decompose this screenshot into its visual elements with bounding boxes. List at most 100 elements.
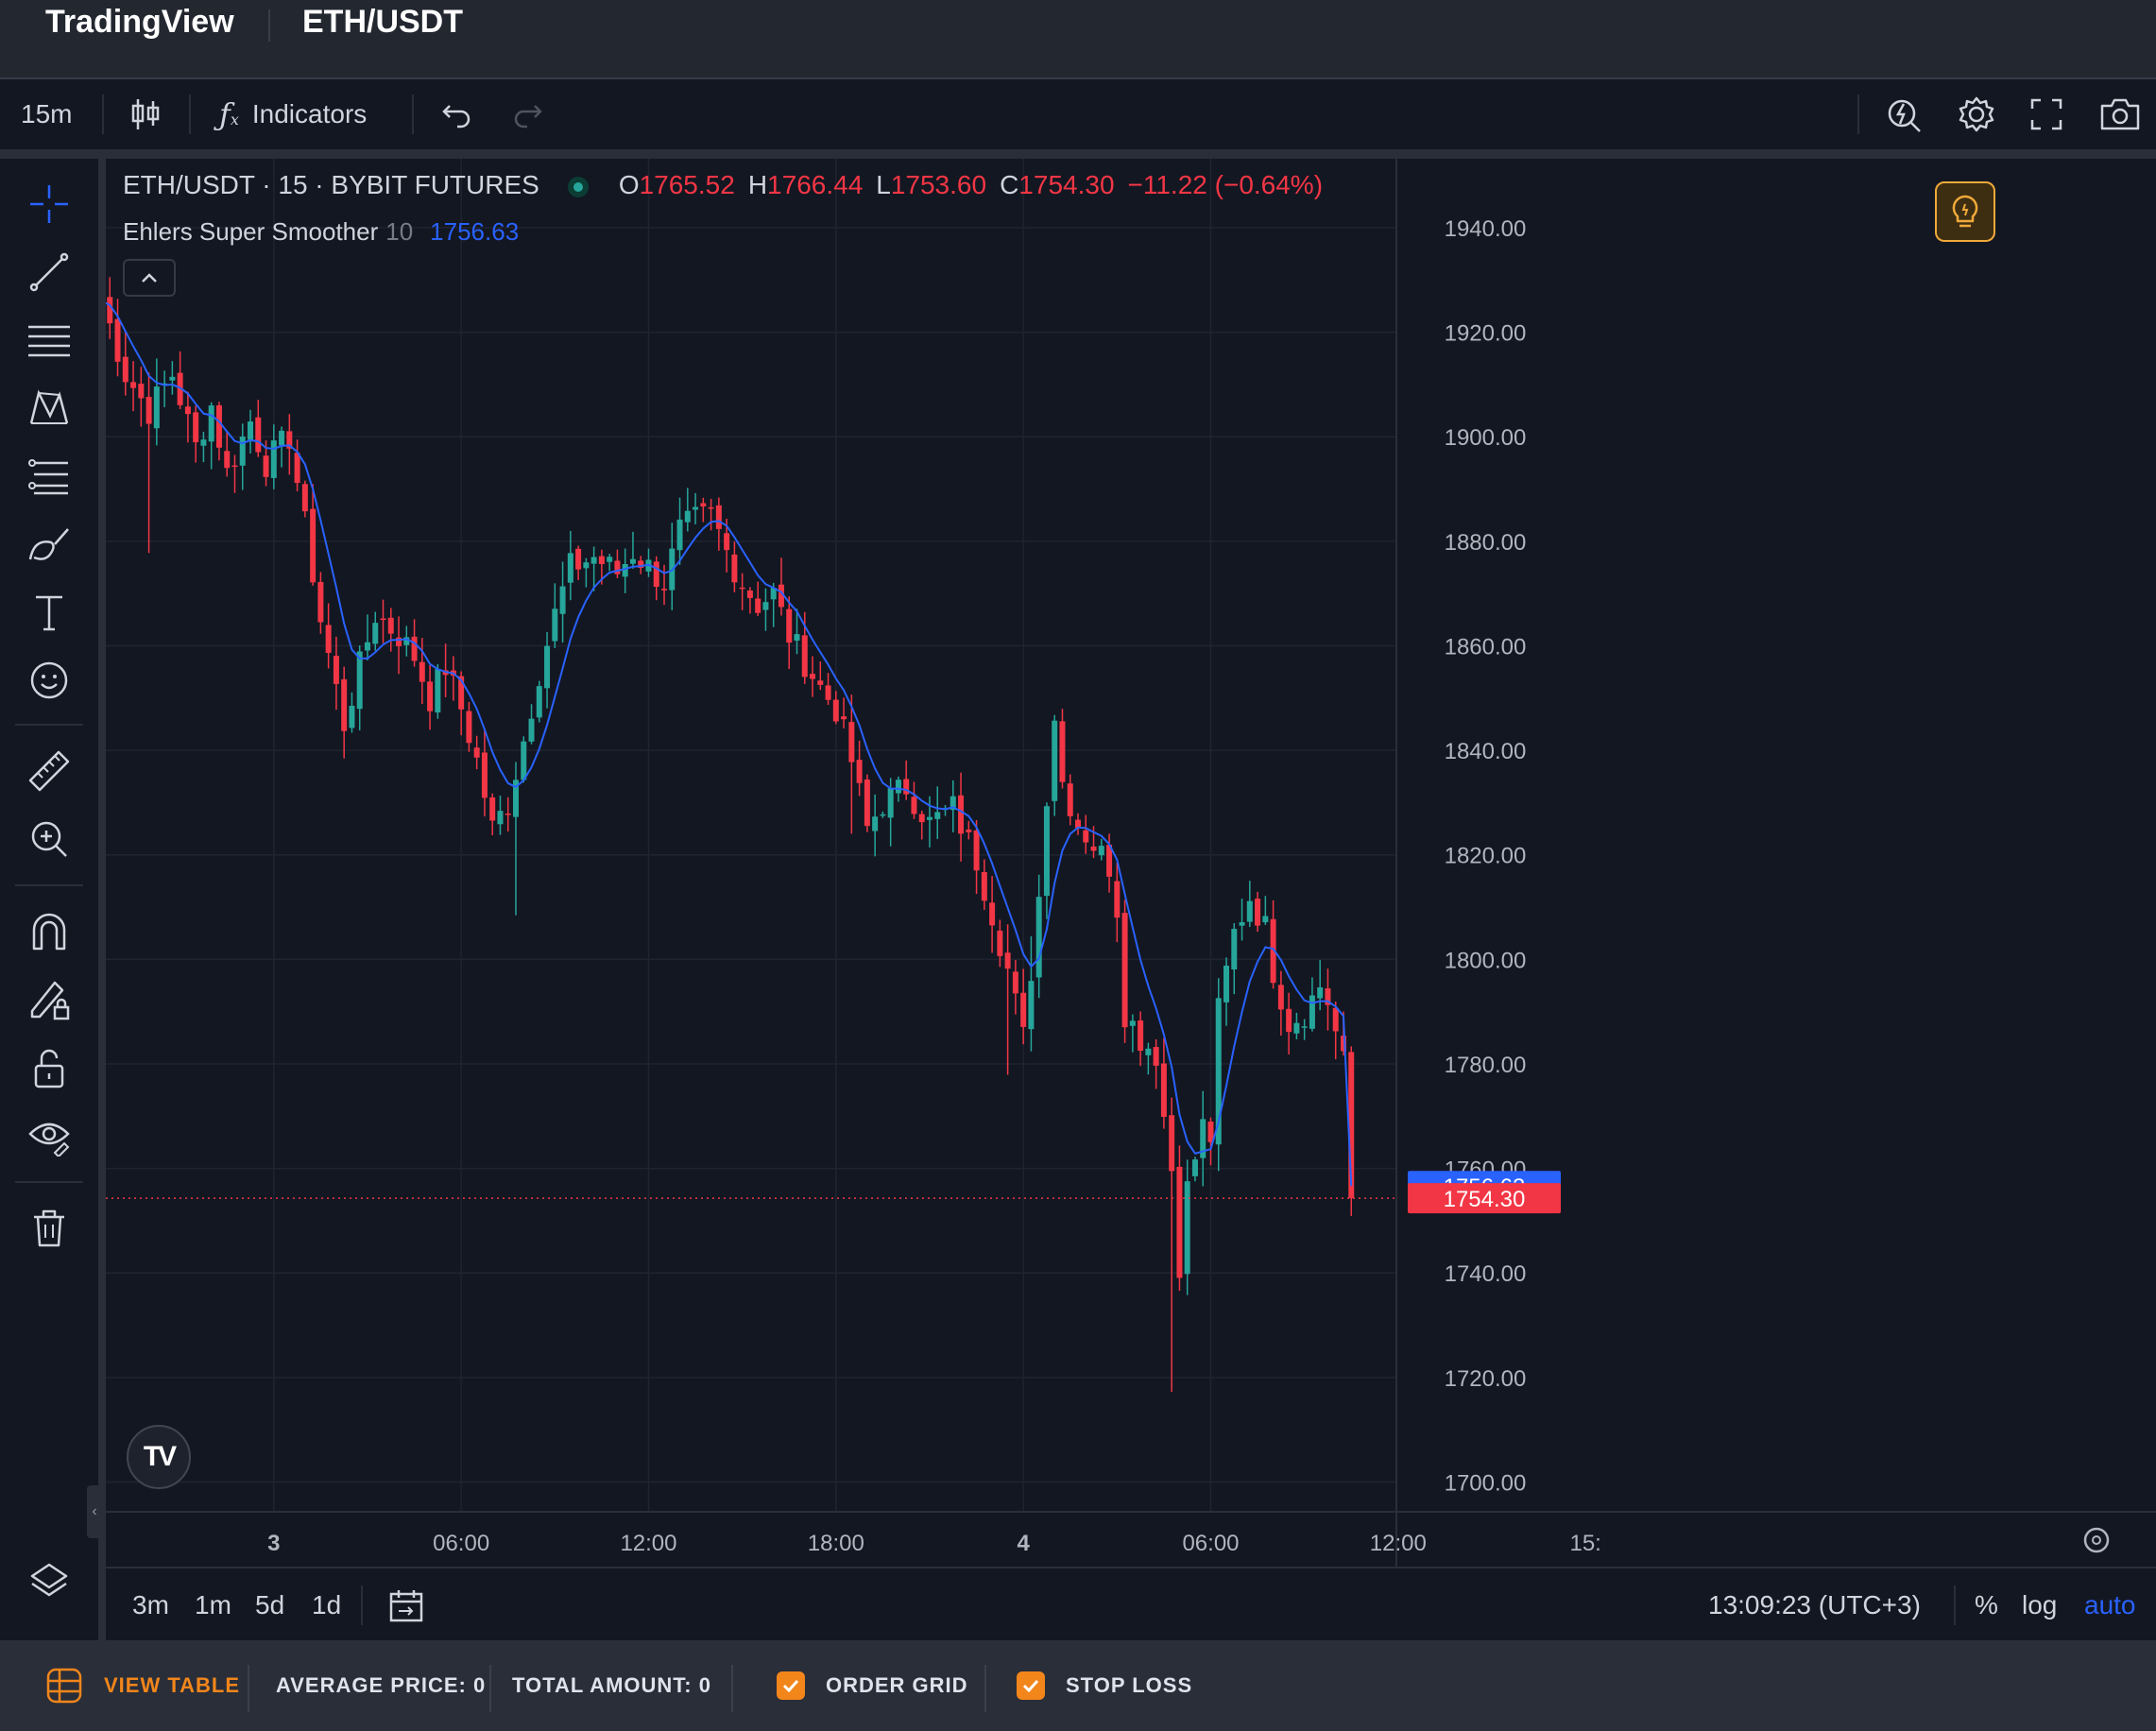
candle-body: [989, 902, 996, 926]
order-grid-toggle[interactable]: ORDER GRID: [777, 1640, 968, 1731]
candle-body: [1098, 846, 1104, 856]
crosshair-icon[interactable]: [21, 176, 77, 232]
candle-body: [279, 430, 285, 446]
candle-body: [801, 635, 808, 677]
calendar-icon[interactable]: [387, 1568, 425, 1642]
candle-body: [567, 553, 573, 583]
candle-body: [200, 439, 207, 446]
redo-icon[interactable]: [512, 79, 544, 149]
candle-body: [153, 386, 160, 429]
interval-button[interactable]: 15m: [21, 99, 73, 129]
candles-icon[interactable]: [128, 79, 163, 149]
candle-body: [1028, 981, 1035, 1030]
candle-body: [403, 637, 410, 645]
magnet-icon[interactable]: [21, 903, 77, 960]
projection-icon[interactable]: [21, 448, 77, 505]
tradingview-logo-icon[interactable]: TV: [127, 1425, 191, 1489]
candle-body: [966, 829, 972, 832]
candle-body: [1231, 929, 1238, 970]
pattern-icon[interactable]: [21, 380, 77, 437]
average-price: AVERAGE PRICE: 0: [276, 1673, 487, 1697]
candle-body: [1207, 1122, 1214, 1142]
collapse-toolbar-button[interactable]: ‹: [87, 1485, 102, 1538]
candle-body: [997, 930, 1003, 956]
indicator-legend[interactable]: Ehlers Super Smoother 10 1756.63: [123, 217, 519, 247]
candle-body: [872, 816, 879, 831]
candle-body: [528, 718, 535, 742]
price-tick-label: 1860.00: [1445, 634, 1527, 660]
symbol-title[interactable]: ETH/USDT · 15 · BYBIT FUTURES: [123, 170, 539, 199]
zoom-in-icon[interactable]: [21, 811, 77, 867]
candle-body: [629, 558, 636, 564]
candle-body: [559, 586, 566, 614]
candle-body: [333, 656, 339, 684]
candle-body: [489, 797, 496, 821]
price-tick-label: 1700.00: [1445, 1470, 1527, 1496]
candle-body: [739, 587, 745, 590]
candle-body: [239, 437, 246, 466]
indicator-value: 1756.63: [430, 217, 520, 246]
ruler-icon[interactable]: [21, 743, 77, 799]
candle-body: [536, 686, 542, 718]
undo-icon[interactable]: [440, 79, 472, 149]
range-3m[interactable]: 3m: [132, 1590, 169, 1620]
chart-pane[interactable]: 1940.00 1920.00 1900.00 1880.00 1860.00 1840.…: [106, 159, 2156, 1640]
bulb-icon[interactable]: [1935, 181, 1995, 242]
candle-body: [248, 421, 254, 440]
candle-body: [286, 431, 293, 449]
alert-icon[interactable]: [1886, 79, 1924, 149]
candle-body: [1262, 916, 1269, 923]
unlock-icon[interactable]: [21, 1039, 77, 1096]
lock-drawing-icon[interactable]: [21, 971, 77, 1028]
footer-divider: [248, 1665, 249, 1712]
settings-icon[interactable]: [1958, 79, 1995, 149]
candlestick-chart[interactable]: 1940.00 1920.00 1900.00 1880.00 1860.00 1840.…: [106, 159, 2156, 1567]
emoji-icon[interactable]: [21, 652, 77, 709]
leftbar-divider: [15, 1181, 83, 1183]
candle-body: [1114, 881, 1121, 918]
camera-icon[interactable]: [2099, 79, 2141, 149]
candle-body: [1246, 900, 1253, 922]
candle-body: [693, 506, 699, 510]
clock-timezone[interactable]: 13:09:23 (UTC+3): [1708, 1590, 1921, 1620]
candle-body: [396, 637, 402, 646]
candle-body: [473, 747, 480, 758]
time-tick-label: 4: [1017, 1531, 1030, 1556]
collapse-legend-button[interactable]: [123, 259, 176, 297]
log-toggle[interactable]: log: [2022, 1590, 2058, 1620]
fullscreen-icon[interactable]: [2029, 79, 2063, 149]
candle-body: [895, 780, 901, 794]
text-icon[interactable]: [21, 584, 77, 641]
axis-settings-icon-center: [2092, 1535, 2101, 1545]
candle-body: [590, 557, 597, 564]
candle-body: [1255, 899, 1261, 926]
last-price-label: 1754.30: [1444, 1187, 1526, 1212]
price-tick-label: 1800.00: [1445, 948, 1527, 973]
percent-toggle[interactable]: %: [1975, 1590, 1998, 1620]
range-1m[interactable]: 1m: [195, 1590, 231, 1620]
candle-body: [1277, 985, 1284, 1010]
brush-icon[interactable]: [21, 516, 77, 573]
fib-icon[interactable]: [21, 312, 77, 368]
ohlc-low-value: 1753.60: [890, 170, 987, 199]
eye-icon[interactable]: [21, 1107, 77, 1164]
time-tick-label: 06:00: [1182, 1531, 1239, 1556]
range-5d[interactable]: 5d: [255, 1590, 285, 1620]
candle-body: [1020, 992, 1027, 1027]
trash-icon[interactable]: [21, 1200, 77, 1257]
candle-body: [1043, 806, 1050, 897]
view-table-button[interactable]: VIEW TABLE: [45, 1640, 240, 1731]
candle-body: [731, 554, 738, 583]
time-tick-label: 18:00: [808, 1531, 864, 1556]
order-grid-label: ORDER GRID: [826, 1673, 968, 1697]
layers-icon[interactable]: [21, 1553, 77, 1610]
stop-loss-toggle[interactable]: STOP LOSS: [1017, 1640, 1192, 1731]
indicators-button[interactable]: ƒx Indicators: [219, 79, 367, 149]
auto-toggle[interactable]: auto: [2084, 1590, 2136, 1620]
range-1d[interactable]: 1d: [312, 1590, 342, 1620]
trend-line-icon[interactable]: [21, 244, 77, 300]
candle-body: [1325, 988, 1331, 1005]
indicators-label: Indicators: [251, 99, 368, 129]
candle-body: [387, 617, 394, 634]
candle-body: [1059, 721, 1066, 782]
